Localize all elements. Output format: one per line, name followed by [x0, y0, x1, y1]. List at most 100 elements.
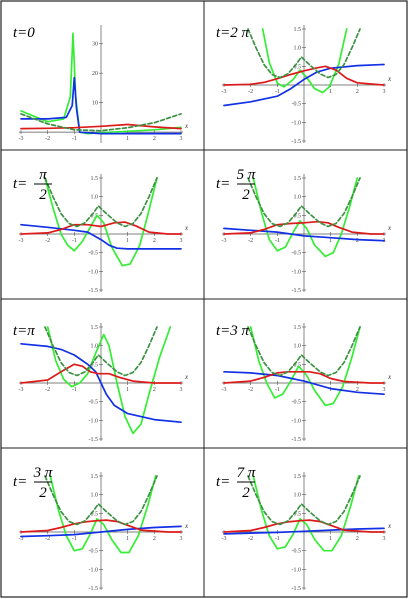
x-axis-label: x	[387, 522, 392, 530]
y-tick-label: 1.5	[294, 474, 302, 480]
x-tick-label: 1	[329, 387, 332, 393]
series-line-green	[46, 326, 172, 435]
fraction-numerator: 5 π	[237, 167, 256, 183]
panel-time-label: t=3 π	[216, 323, 250, 339]
fraction-denominator: 2	[39, 485, 47, 501]
y-tick-label: 1.5	[91, 176, 99, 182]
x-tick-label: 1	[329, 238, 332, 244]
x-axis-label: x	[184, 373, 189, 381]
y-tick-label: -1.0	[292, 269, 302, 275]
fraction-numerator: 3 π	[33, 465, 53, 481]
chart-panel: -3 -2 -1 1 2 3 1.5 1.0 0.5 -0.5 -1.0 -1.5 x t= 7 π 2	[216, 465, 392, 592]
x-tick-label: -1	[72, 387, 77, 393]
x-tick-label: -1	[72, 136, 77, 142]
y-tick-label: -1.0	[89, 269, 99, 275]
series-line-green	[49, 475, 157, 554]
x-tick-label: -1	[275, 536, 280, 542]
y-tick-label: -0.5	[292, 549, 302, 555]
panel-time-label: t=	[13, 176, 27, 192]
fraction-denominator: 2	[242, 485, 250, 501]
series-line-dashed	[247, 28, 361, 79]
x-tick-label: 1	[126, 238, 129, 244]
x-axis-label: x	[184, 224, 189, 232]
y-tick-label: -0.5	[89, 549, 99, 555]
fraction-denominator: 2	[39, 187, 47, 203]
fraction-denominator: 2	[242, 187, 250, 203]
y-tick-label: 1.5	[294, 176, 302, 182]
x-tick-label: -3	[222, 89, 227, 95]
y-tick-label: -0.5	[89, 400, 99, 406]
panel-time-label: t=2 π	[216, 25, 250, 41]
series-line-blue	[20, 76, 182, 135]
chart-panel: -3 -2 -1 1 2 3 1.5 1.0 0.5 -0.5 -1.0 -1.5 x t=2 π	[216, 25, 392, 145]
y-tick-label: -1.5	[89, 288, 99, 294]
y-tick-label: 1.5	[91, 325, 99, 331]
x-tick-label: -2	[248, 89, 253, 95]
series-line-dashed	[44, 475, 158, 526]
y-tick-label: -0.5	[292, 102, 302, 108]
x-tick-label: 2	[356, 89, 359, 95]
x-tick-label: 3	[383, 89, 386, 95]
x-tick-label: 2	[153, 536, 156, 542]
x-tick-label: -3	[19, 387, 24, 393]
y-tick-label: -1.0	[89, 567, 99, 573]
panel-time-label: t=	[13, 474, 27, 490]
x-tick-label: -3	[222, 387, 227, 393]
x-tick-label: 2	[356, 238, 359, 244]
y-tick-label: 1.5	[294, 325, 302, 331]
y-tick-label: 1.0	[294, 344, 302, 350]
y-tick-label: 1.5	[294, 27, 302, 33]
x-tick-label: 3	[383, 387, 386, 393]
x-tick-label: 2	[153, 136, 156, 142]
y-tick-label: 30	[92, 42, 98, 48]
x-axis-label: x	[387, 75, 392, 83]
x-tick-label: -3	[222, 238, 227, 244]
y-tick-label: -1.0	[292, 567, 302, 573]
y-tick-label: -1.5	[292, 586, 302, 592]
y-tick-label: 1.5	[91, 474, 99, 480]
x-tick-label: -3	[19, 136, 24, 142]
series-line-dashed	[44, 326, 158, 377]
series-line-blue	[223, 527, 385, 535]
y-tick-label: -1.5	[292, 437, 302, 443]
y-tick-label: 0.5	[91, 511, 99, 517]
x-tick-label: -2	[45, 387, 50, 393]
y-tick-label: 0.5	[294, 64, 302, 70]
y-tick-label: 0.5	[294, 213, 302, 219]
series-line-red	[20, 519, 182, 533]
series-line-blue	[20, 525, 182, 538]
y-tick-label: 1.0	[91, 344, 99, 350]
x-tick-label: -2	[45, 238, 50, 244]
x-tick-label: -3	[19, 238, 24, 244]
y-tick-label: 1.0	[294, 195, 302, 201]
x-tick-label: -1	[72, 536, 77, 542]
x-tick-label: 3	[180, 238, 183, 244]
y-tick-label: -0.5	[292, 251, 302, 257]
series-line-red	[20, 221, 182, 235]
x-tick-label: 1	[329, 89, 332, 95]
chart-panel: -3 -2 -1 1 2 3 1.5 1.0 0.5 -0.5 -1.0 -1.5 x t=π	[13, 323, 189, 443]
series-line-dashed	[44, 177, 158, 228]
y-tick-label: 1.0	[91, 493, 99, 499]
chart-panel: -3 -2 -1 1 2 3 1.5 1.0 0.5 -0.5 -1.0 -1.5 x t= 3 π 2	[13, 465, 189, 592]
x-tick-label: 3	[180, 387, 183, 393]
x-axis-label: x	[387, 224, 392, 232]
series-line-blue	[223, 370, 385, 396]
series-line-red	[20, 123, 182, 130]
series-line-blue	[20, 342, 182, 424]
chart-panel: -3 -2 -1 1 2 31.51.00.5-0.5-1.0-1.5xt=5 π2	[216, 167, 392, 294]
x-tick-label: 3	[180, 136, 183, 142]
y-tick-label: 1.0	[91, 195, 99, 201]
y-tick-label: -0.5	[89, 251, 99, 257]
series-line-red	[223, 65, 385, 86]
series-line-dashed	[247, 177, 361, 228]
x-tick-label: 2	[356, 536, 359, 542]
x-tick-label: 1	[126, 387, 129, 393]
x-tick-label: 2	[356, 387, 359, 393]
series-line-green	[44, 177, 158, 267]
y-tick-label: 10	[92, 101, 98, 107]
x-tick-label: -1	[275, 387, 280, 393]
x-tick-label: -1	[275, 238, 280, 244]
y-tick-label: -1.5	[89, 586, 99, 592]
